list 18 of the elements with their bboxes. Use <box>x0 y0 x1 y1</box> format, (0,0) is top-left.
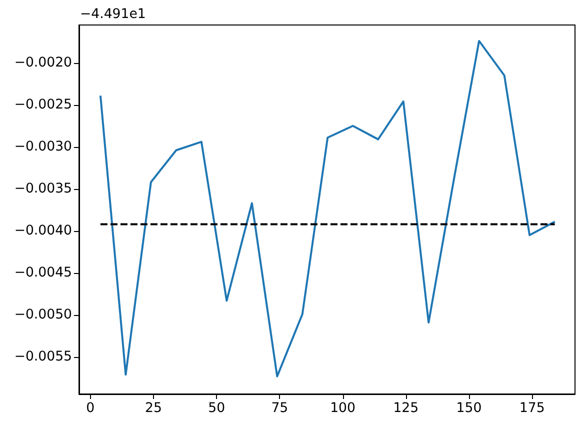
x-tick-label: 175 <box>519 401 545 416</box>
y-tick-label: −0.0030 <box>14 139 72 154</box>
x-tick-label: 25 <box>145 401 162 416</box>
x-tick-label: 125 <box>393 401 419 416</box>
x-tick-label: 50 <box>208 401 226 416</box>
y-tick-label: −0.0045 <box>14 265 72 280</box>
y-tick-label: −0.0025 <box>14 97 72 112</box>
x-tick-label: 150 <box>456 401 482 416</box>
y-tick-label: −0.0050 <box>14 307 72 322</box>
y-tick-label: −0.0020 <box>14 55 72 70</box>
y-tick-label: −0.0055 <box>14 350 72 365</box>
x-tick-label: 75 <box>271 401 288 416</box>
y-tick-label: −0.0035 <box>14 181 72 196</box>
x-tick-label: 100 <box>330 401 356 416</box>
y-tick-label: −0.0040 <box>14 223 72 238</box>
text: −4.491e1 <box>80 7 146 22</box>
line-series <box>99 40 556 378</box>
x-tick-label: 0 <box>86 401 95 416</box>
